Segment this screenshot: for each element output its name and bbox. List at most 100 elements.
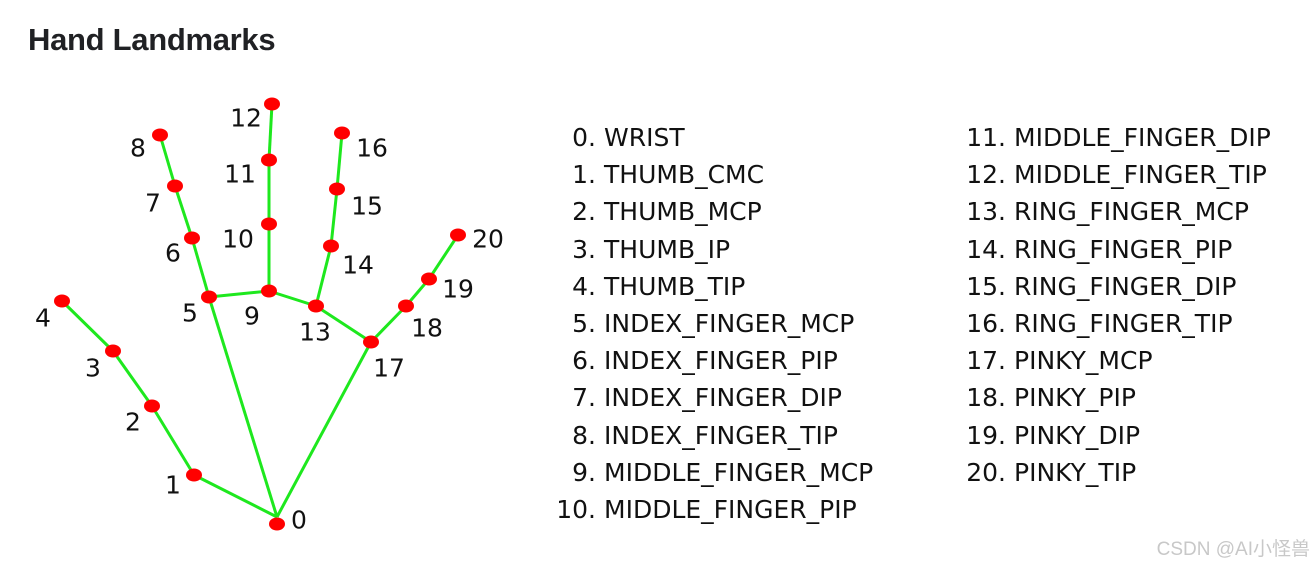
legend-item: 2. THUMB_MCP bbox=[482, 197, 762, 227]
landmark-point-12 bbox=[264, 97, 280, 111]
legend-number: 1. bbox=[572, 160, 596, 190]
legend-name: PINKY_PIP bbox=[1014, 383, 1136, 413]
landmark-point-16 bbox=[334, 126, 350, 140]
legend-item: 14. RING_FINGER_PIP bbox=[892, 235, 1232, 265]
landmark-point-2 bbox=[144, 399, 160, 413]
landmark-label-2: 2 bbox=[125, 408, 141, 437]
legend-item: 20. PINKY_TIP bbox=[892, 458, 1136, 488]
landmark-point-18 bbox=[398, 299, 414, 313]
legend-number: 17. bbox=[966, 346, 1006, 376]
legend-name: INDEX_FINGER_TIP bbox=[604, 420, 838, 450]
connection-14-15 bbox=[329, 188, 339, 247]
legend-number: 18. bbox=[966, 383, 1006, 413]
legend-name: PINKY_DIP bbox=[1014, 420, 1141, 450]
legend-number: 14. bbox=[966, 234, 1006, 264]
landmark-point-19 bbox=[421, 272, 437, 286]
legend-name: INDEX_FINGER_PIP bbox=[604, 346, 838, 376]
legend-number: 8. bbox=[572, 420, 596, 450]
legend-name: RING_FINGER_DIP bbox=[1014, 271, 1237, 301]
landmark-label-17: 17 bbox=[373, 354, 405, 383]
legend-item: 13. RING_FINGER_MCP bbox=[892, 197, 1249, 227]
landmark-label-6: 6 bbox=[165, 239, 181, 268]
legend-name: RING_FINGER_PIP bbox=[1014, 234, 1233, 264]
legend-item: 16. RING_FINGER_TIP bbox=[892, 309, 1233, 339]
connection-9-13 bbox=[268, 289, 317, 308]
legend-number: 3. bbox=[572, 234, 596, 264]
legend-item: 5. INDEX_FINGER_MCP bbox=[482, 309, 854, 339]
landmark-label-13: 13 bbox=[299, 318, 331, 347]
legend-name: MIDDLE_FINGER_PIP bbox=[604, 495, 857, 524]
legend-item: 10. MIDDLE_FINGER_PIP bbox=[482, 495, 857, 525]
landmark-label-10: 10 bbox=[222, 225, 254, 254]
legend-item: 6. INDEX_FINGER_PIP bbox=[482, 346, 838, 376]
connection-0-5 bbox=[207, 296, 279, 518]
landmark-point-14 bbox=[323, 239, 339, 253]
landmark-label-11: 11 bbox=[224, 160, 256, 189]
legend-name: PINKY_MCP bbox=[1014, 346, 1153, 376]
landmark-point-17 bbox=[363, 335, 379, 349]
landmark-label-14: 14 bbox=[342, 251, 374, 280]
landmark-point-4 bbox=[54, 294, 70, 308]
landmark-point-5 bbox=[201, 290, 217, 304]
legend-number: 13. bbox=[966, 197, 1006, 227]
landmark-label-19: 19 bbox=[442, 275, 474, 304]
landmark-label-3: 3 bbox=[85, 354, 101, 383]
connection-0-1 bbox=[193, 473, 278, 519]
legend-name: THUMB_TIP bbox=[604, 271, 746, 301]
legend-number: 19. bbox=[966, 420, 1006, 450]
legend-name: THUMB_CMC bbox=[604, 160, 765, 190]
legend-name: THUMB_MCP bbox=[604, 197, 762, 227]
landmark-point-9 bbox=[261, 284, 277, 298]
legend-name: THUMB_IP bbox=[604, 234, 731, 264]
landmark-point-15 bbox=[329, 182, 345, 196]
legend-item: 11. MIDDLE_FINGER_DIP bbox=[892, 123, 1271, 153]
landmark-label-5: 5 bbox=[182, 299, 198, 328]
legend-name: MIDDLE_FINGER_TIP bbox=[1014, 160, 1267, 190]
landmark-label-20: 20 bbox=[472, 225, 504, 254]
landmark-label-18: 18 bbox=[411, 314, 443, 343]
legend-item: 17. PINKY_MCP bbox=[892, 346, 1153, 376]
landmark-point-6 bbox=[184, 231, 200, 245]
landmark-point-10 bbox=[261, 217, 277, 231]
connection-13-14 bbox=[314, 245, 333, 307]
legend-item: 3. THUMB_IP bbox=[482, 235, 730, 265]
legend-item: 12. MIDDLE_FINGER_TIP bbox=[892, 160, 1267, 190]
legend-number: 20. bbox=[966, 457, 1006, 487]
landmark-point-11 bbox=[261, 153, 277, 167]
legend-item: 15. RING_FINGER_DIP bbox=[892, 271, 1237, 302]
connection-2-3 bbox=[111, 350, 154, 407]
legend-number: 10. bbox=[556, 495, 596, 524]
legend-item: 8. INDEX_FINGER_TIP bbox=[482, 421, 838, 451]
legend-number: 7. bbox=[572, 383, 596, 413]
connection-6-7 bbox=[173, 185, 194, 239]
legend-number: 9. bbox=[572, 457, 596, 487]
legend-item: 19. PINKY_DIP bbox=[892, 421, 1140, 451]
landmark-label-8: 8 bbox=[130, 134, 146, 163]
legend-name: INDEX_FINGER_DIP bbox=[604, 383, 842, 413]
legend-name: WRIST bbox=[604, 123, 685, 152]
landmark-point-0 bbox=[269, 517, 285, 531]
connection-7-8 bbox=[158, 134, 177, 187]
legend-number: 11. bbox=[966, 123, 1006, 152]
legend-name: INDEX_FINGER_MCP bbox=[604, 309, 855, 338]
connection-15-16 bbox=[335, 132, 344, 190]
legend-name: RING_FINGER_TIP bbox=[1014, 309, 1233, 338]
legend-item: 9. MIDDLE_FINGER_MCP bbox=[482, 458, 873, 488]
legend-number: 16. bbox=[966, 309, 1006, 338]
connection-13-17 bbox=[315, 304, 372, 344]
connection-19-20 bbox=[427, 234, 460, 280]
connection-5-6 bbox=[190, 237, 211, 298]
legend-name: MIDDLE_FINGER_MCP bbox=[604, 457, 874, 487]
connection-0-17 bbox=[275, 341, 373, 518]
legend-number: 4. bbox=[572, 271, 596, 301]
connection-1-2 bbox=[150, 405, 196, 476]
landmark-label-12: 12 bbox=[230, 104, 262, 133]
landmark-point-3 bbox=[105, 344, 121, 358]
legend-name: PINKY_TIP bbox=[1014, 457, 1137, 487]
legend-item: 0. WRIST bbox=[482, 123, 685, 153]
connection-5-9 bbox=[208, 289, 270, 299]
connection-3-4 bbox=[60, 299, 115, 353]
landmark-point-7 bbox=[167, 179, 183, 193]
watermark: CSDN @AI小怪兽 bbox=[1156, 539, 1310, 560]
